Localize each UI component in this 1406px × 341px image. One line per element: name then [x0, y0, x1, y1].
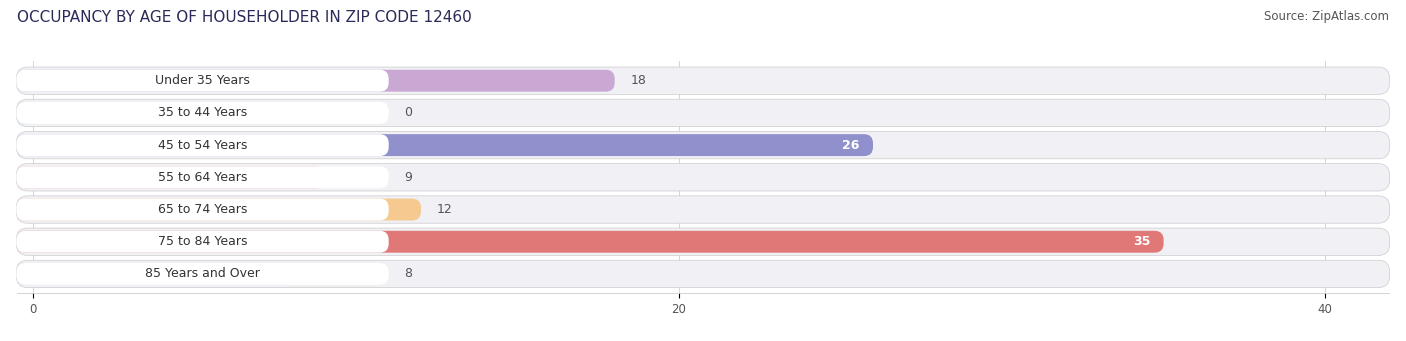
FancyBboxPatch shape	[17, 260, 1389, 287]
Text: 35 to 44 Years: 35 to 44 Years	[157, 106, 247, 119]
Text: Source: ZipAtlas.com: Source: ZipAtlas.com	[1264, 10, 1389, 23]
Text: 8: 8	[405, 267, 412, 280]
FancyBboxPatch shape	[17, 231, 1164, 253]
FancyBboxPatch shape	[17, 231, 388, 253]
Text: 55 to 64 Years: 55 to 64 Years	[157, 171, 247, 184]
FancyBboxPatch shape	[17, 134, 873, 156]
FancyBboxPatch shape	[17, 67, 1389, 94]
Text: 85 Years and Over: 85 Years and Over	[145, 267, 260, 280]
FancyBboxPatch shape	[17, 164, 1389, 191]
FancyBboxPatch shape	[17, 196, 1389, 223]
FancyBboxPatch shape	[17, 198, 388, 221]
Text: 26: 26	[842, 138, 859, 152]
FancyBboxPatch shape	[17, 228, 1389, 255]
Text: 9: 9	[405, 171, 412, 184]
FancyBboxPatch shape	[17, 102, 388, 124]
FancyBboxPatch shape	[17, 102, 37, 124]
Text: OCCUPANCY BY AGE OF HOUSEHOLDER IN ZIP CODE 12460: OCCUPANCY BY AGE OF HOUSEHOLDER IN ZIP C…	[17, 10, 471, 25]
FancyBboxPatch shape	[17, 131, 1389, 159]
Text: 75 to 84 Years: 75 to 84 Years	[157, 235, 247, 248]
Text: 65 to 74 Years: 65 to 74 Years	[157, 203, 247, 216]
FancyBboxPatch shape	[17, 70, 614, 92]
FancyBboxPatch shape	[17, 263, 388, 285]
FancyBboxPatch shape	[17, 99, 1389, 127]
FancyBboxPatch shape	[17, 70, 388, 92]
FancyBboxPatch shape	[17, 134, 388, 156]
Text: 0: 0	[405, 106, 412, 119]
Text: 45 to 54 Years: 45 to 54 Years	[157, 138, 247, 152]
Text: Under 35 Years: Under 35 Years	[155, 74, 250, 87]
FancyBboxPatch shape	[17, 166, 325, 188]
Text: 12: 12	[437, 203, 453, 216]
FancyBboxPatch shape	[17, 263, 292, 285]
Text: 18: 18	[630, 74, 647, 87]
Text: 35: 35	[1133, 235, 1150, 248]
FancyBboxPatch shape	[17, 198, 420, 221]
FancyBboxPatch shape	[17, 166, 388, 188]
